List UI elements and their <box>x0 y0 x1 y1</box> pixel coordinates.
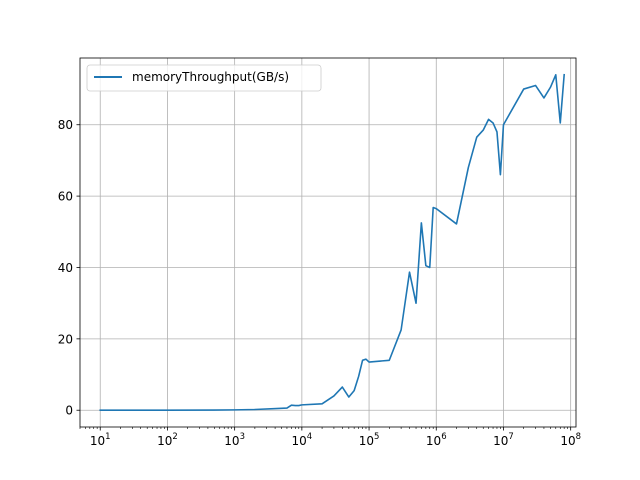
x-axis: 101 102 103 104 105 106 107 108 <box>79 427 581 448</box>
x-tick-label: 102 <box>157 432 178 448</box>
x-tick-label: 104 <box>291 432 312 448</box>
plot-frame <box>79 57 577 428</box>
x-tick-label: 106 <box>426 432 447 448</box>
x-tick-label: 107 <box>493 432 514 448</box>
series-layer <box>99 73 566 412</box>
series-line <box>99 73 566 412</box>
x-tick-label: 103 <box>224 432 245 448</box>
legend-box <box>86 64 322 92</box>
y-tick-label: 0 <box>65 404 73 418</box>
y-tick-label: 40 <box>58 261 73 275</box>
legend: memoryThroughput(GB/s) <box>86 64 322 92</box>
y-tick-label: 60 <box>58 190 73 204</box>
x-tick-label: 105 <box>359 432 380 448</box>
plot-area <box>80 58 576 427</box>
x-tick-label: 101 <box>90 432 111 448</box>
legend-label: memoryThroughput(GB/s) <box>132 70 289 84</box>
x-tick-label: 108 <box>560 432 581 448</box>
y-tick-label: 80 <box>58 118 73 132</box>
y-tick-label: 20 <box>58 332 73 346</box>
y-axis: 0 20 40 60 80 <box>58 118 80 418</box>
